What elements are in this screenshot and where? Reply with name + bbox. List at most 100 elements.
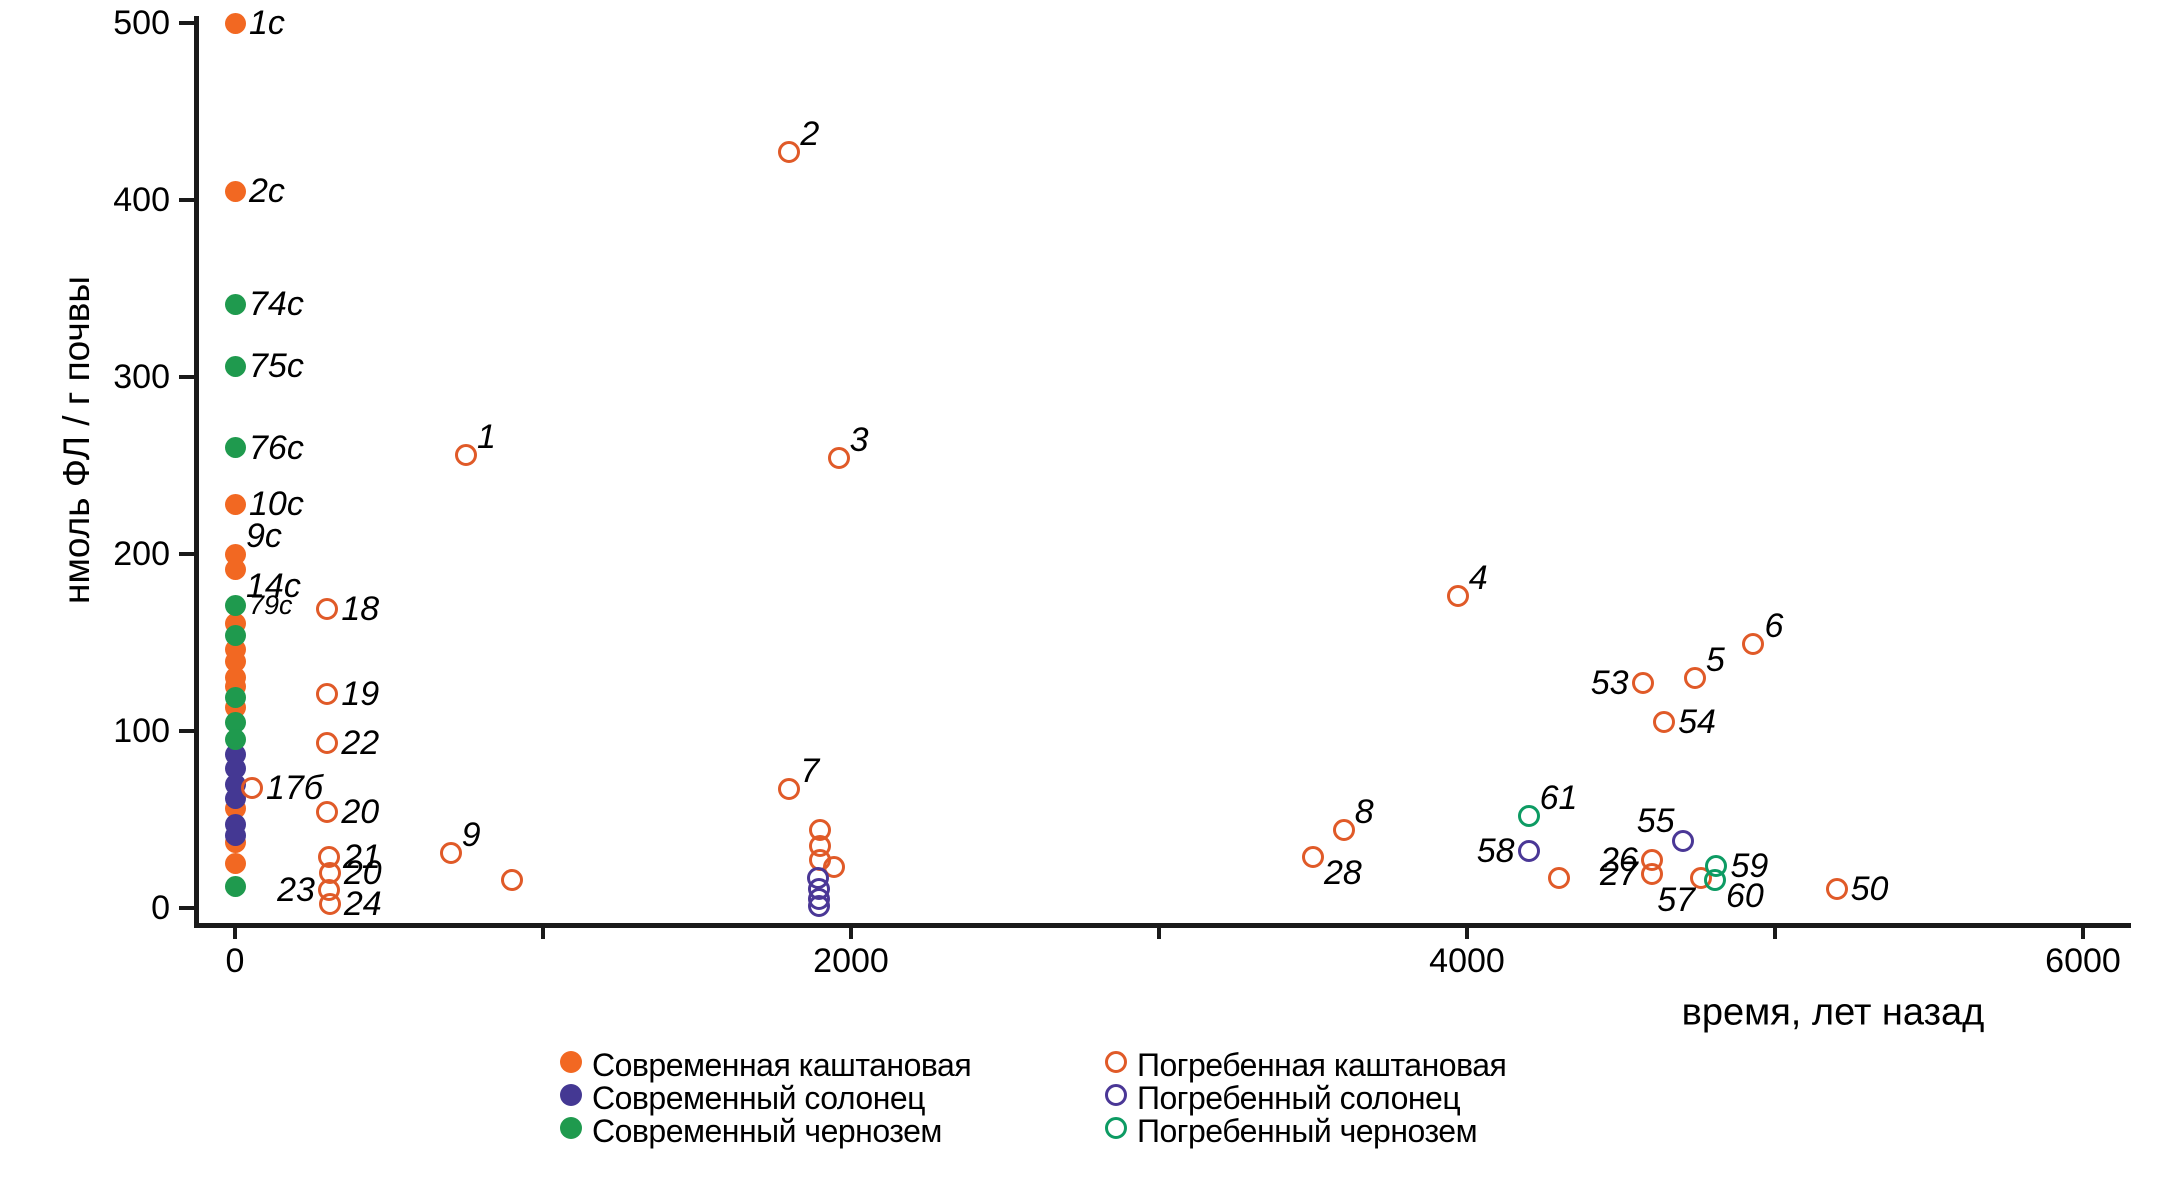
- point-label: 26: [1599, 841, 1638, 880]
- data-point: [778, 778, 801, 801]
- data-point: [501, 868, 524, 891]
- data-point: [455, 443, 477, 466]
- point-label: 53: [1590, 664, 1629, 703]
- point-label: 75с: [249, 347, 304, 386]
- data-point: [224, 651, 246, 673]
- x-tick-label: 6000: [2045, 942, 2121, 980]
- data-point: [224, 543, 246, 565]
- data-point: [1653, 711, 1676, 734]
- legend-label: Погребенная каштановая: [1137, 1047, 1507, 1083]
- data-point: [1517, 804, 1540, 827]
- data-point: [1548, 866, 1571, 889]
- y-tick-label: 400: [113, 181, 170, 219]
- y-tick-label: 0: [151, 889, 170, 927]
- point-label: 28: [1324, 853, 1362, 892]
- data-point: [224, 711, 246, 733]
- point-label: 23: [277, 871, 315, 910]
- legend-label: Погребенный солонец: [1137, 1080, 1461, 1116]
- legend-marker-filled-circle-icon: [560, 1051, 582, 1073]
- point-label: 61: [1539, 778, 1578, 817]
- point-label: 14с: [246, 566, 301, 605]
- point-label: 24: [343, 885, 382, 924]
- data-point: [224, 824, 246, 846]
- y-tick: [179, 198, 196, 202]
- data-point: [1703, 868, 1726, 891]
- point-label: 9с: [246, 517, 282, 555]
- data-point: [316, 732, 339, 755]
- data-point: [224, 853, 246, 875]
- x-axis-title: время, лет назад: [1681, 991, 1985, 1034]
- data-point: [224, 493, 246, 515]
- data-point: [224, 624, 246, 646]
- data-point: [224, 180, 246, 202]
- point-label: 22: [341, 724, 380, 763]
- data-point: [224, 559, 246, 581]
- legend-marker-open-circle-icon: [1105, 1051, 1127, 1073]
- x-tick: [849, 928, 853, 939]
- point-label: 7: [800, 752, 820, 791]
- data-point: [224, 437, 246, 459]
- point-label: 58: [1476, 832, 1515, 871]
- data-point: [807, 895, 830, 918]
- point-label: 50: [1850, 869, 1889, 908]
- data-point: [224, 594, 246, 616]
- y-tick: [179, 729, 196, 733]
- y-tick-label: 100: [113, 712, 170, 750]
- point-label: 20: [341, 793, 380, 832]
- x-tick-label: 4000: [1429, 942, 1505, 980]
- legend-label: Современный чернозем: [592, 1113, 942, 1149]
- data-point: [1517, 840, 1540, 863]
- x-axis-line: [194, 923, 2131, 928]
- legend-label: Современная каштановая: [592, 1047, 972, 1083]
- point-label: 9: [461, 816, 481, 855]
- point-label: 1с: [249, 4, 285, 42]
- point-label: 6: [1764, 607, 1784, 646]
- data-point: [318, 893, 341, 916]
- x-tick: [1773, 928, 1777, 939]
- data-point: [1446, 585, 1469, 608]
- y-axis-line: [194, 16, 199, 928]
- point-label: 20: [343, 853, 382, 892]
- point-label: 2с: [249, 172, 285, 211]
- legend-label: Современный солонец: [592, 1080, 925, 1116]
- x-tick-label: 0: [225, 942, 245, 980]
- point-label: 19: [341, 674, 380, 713]
- x-tick-label: 2000: [813, 942, 889, 980]
- data-point: [827, 447, 850, 470]
- data-point: [240, 776, 263, 799]
- data-point: [778, 141, 801, 164]
- data-point: [316, 801, 339, 824]
- legend-label: Погребенный чернозем: [1137, 1113, 1478, 1149]
- point-label: 27: [1599, 855, 1638, 894]
- data-point: [823, 856, 846, 879]
- point-label: 54: [1678, 703, 1716, 742]
- point-label: 3: [849, 421, 869, 460]
- point-label: 4: [1468, 559, 1488, 598]
- y-tick-label: 200: [113, 535, 170, 573]
- data-point: [224, 12, 246, 34]
- point-label: 10с: [249, 485, 304, 524]
- legend-marker-filled-circle-icon: [560, 1117, 582, 1139]
- point-label: 8: [1354, 793, 1374, 832]
- y-tick-label: 300: [113, 358, 170, 396]
- x-tick: [1465, 928, 1469, 939]
- x-tick: [2081, 928, 2085, 939]
- y-tick: [179, 552, 196, 556]
- data-point: [224, 355, 246, 377]
- point-label: 5: [1705, 640, 1725, 679]
- data-point: [224, 293, 246, 315]
- data-point: [224, 757, 246, 779]
- point-label: 76с: [249, 428, 304, 467]
- y-tick: [179, 21, 196, 25]
- x-tick: [233, 928, 237, 939]
- point-label: 79с: [249, 590, 293, 621]
- data-point: [1742, 633, 1765, 656]
- data-point: [224, 729, 246, 751]
- data-point: [224, 686, 246, 708]
- point-label: 57: [1657, 880, 1696, 919]
- x-tick: [541, 928, 545, 939]
- x-tick: [1157, 928, 1161, 939]
- y-tick: [179, 375, 196, 379]
- y-tick-label: 500: [113, 4, 170, 42]
